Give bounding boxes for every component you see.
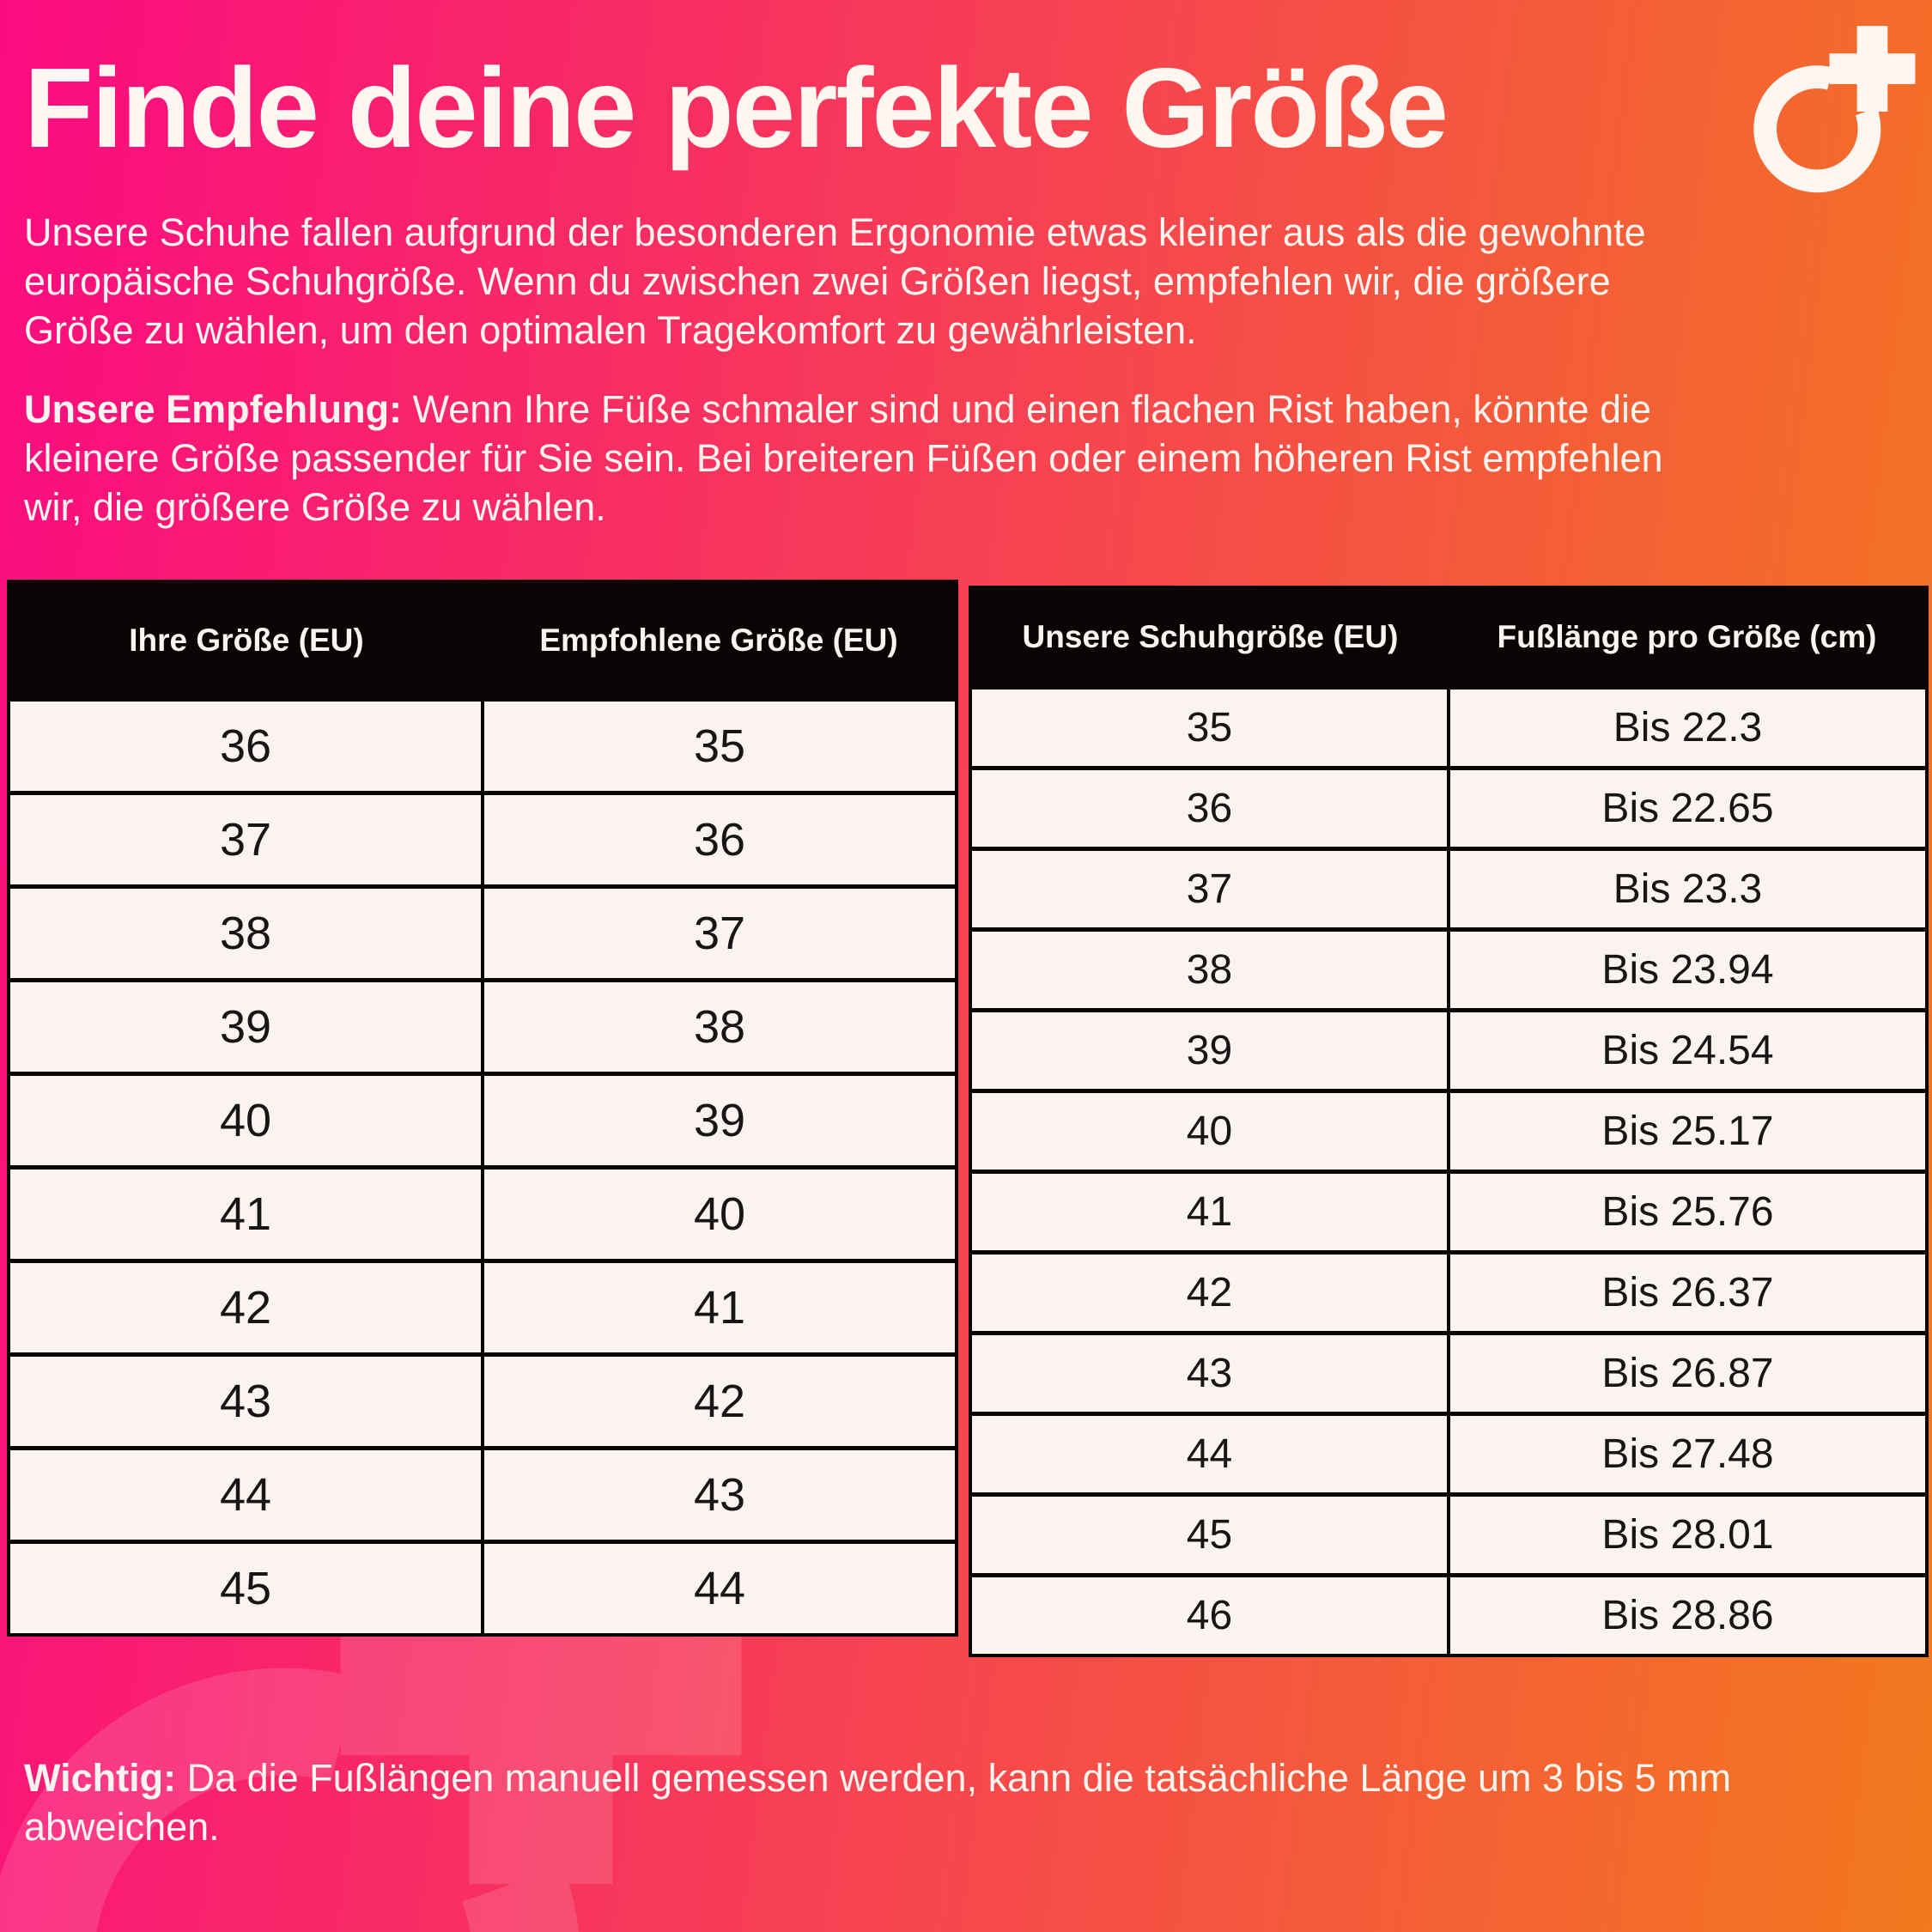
table-row: 37 36 [10, 791, 955, 884]
table-cell: 40 [972, 1093, 1450, 1170]
table-cell: 38 [10, 889, 484, 978]
table-cell: 39 [10, 982, 484, 1072]
table-header-cell: Unsere Schuhgröße (EU) [1022, 619, 1399, 654]
intro-text: Unsere Schuhe fallen aufgrund der besond… [24, 208, 1646, 355]
table-header-cell: Empfohlene Größe (EU) [539, 622, 898, 658]
table-cell: 37 [972, 851, 1450, 927]
table-row: 42 41 [10, 1259, 955, 1352]
size-conversion-table: Ihre Größe (EU) Empfohlene Größe (EU) 36… [7, 580, 958, 1637]
table-cell: 36 [972, 770, 1450, 847]
table-row: 37 Bis 23.3 [972, 847, 1925, 927]
table-row: 41 40 [10, 1165, 955, 1259]
table-cell: 46 [972, 1577, 1450, 1654]
table-cell: 43 [10, 1357, 484, 1446]
recommendation-line: Unsere Empfehlung: Wenn Ihre Füße schmal… [24, 387, 1652, 431]
table-cell: 37 [693, 908, 746, 959]
table-cell: 43 [693, 1469, 746, 1521]
table-cell: Bis 28.01 [1601, 1512, 1774, 1558]
table-cell: 39 [693, 1095, 746, 1146]
table-cell: 35 [972, 690, 1450, 766]
table-cell: 36 [693, 814, 746, 866]
recommendation-label: Unsere Empfehlung: [24, 387, 403, 431]
page-title: Finde deine perfekte Größe [24, 45, 1449, 171]
table-cell: 40 [10, 1076, 484, 1165]
brand-logo-o-plus-icon [1753, 26, 1916, 193]
table-row: 41 Bis 25.76 [972, 1170, 1925, 1250]
table-cell: 42 [693, 1376, 746, 1427]
table-row: 38 37 [10, 884, 955, 978]
table-row: 44 Bis 27.48 [972, 1412, 1925, 1492]
foot-length-table: Unsere Schuhgröße (EU) Fußlänge pro Größ… [969, 586, 1929, 1657]
table-cell: Bis 23.94 [1601, 947, 1774, 993]
table-row: 43 42 [10, 1352, 955, 1446]
table-row: 42 Bis 26.37 [972, 1250, 1925, 1331]
footnote-line: abweichen. [24, 1805, 220, 1849]
table-row: 39 38 [10, 978, 955, 1072]
table-cell: 41 [10, 1170, 484, 1259]
table-row: 43 Bis 26.87 [972, 1331, 1925, 1412]
table-cell: Bis 23.3 [1613, 866, 1763, 912]
table-cell: 35 [693, 720, 746, 772]
table-row: 39 Bis 24.54 [972, 1008, 1925, 1089]
table-header-cell: Ihre Größe (EU) [129, 622, 364, 658]
size-conversion-table-header: Ihre Größe (EU) Empfohlene Größe (EU) [10, 583, 955, 697]
foot-length-table-header: Unsere Schuhgröße (EU) Fußlänge pro Größ… [972, 589, 1925, 685]
table-cell: 44 [693, 1563, 746, 1614]
table-cell: 44 [972, 1416, 1450, 1492]
table-cell: 45 [972, 1497, 1450, 1573]
table-row: 38 Bis 23.94 [972, 927, 1925, 1008]
recommendation-text: Unsere Empfehlung: Wenn Ihre Füße schmal… [24, 385, 1663, 532]
footnote-text: Wichtig: Da die Fußlängen manuell gemess… [24, 1753, 1731, 1851]
table-cell: Bis 27.48 [1601, 1431, 1774, 1477]
table-cell: 37 [10, 795, 484, 884]
table-cell: Bis 24.54 [1601, 1028, 1774, 1073]
table-row: 35 Bis 22.3 [972, 685, 1925, 766]
table-cell: 38 [972, 932, 1450, 1008]
table-cell: 42 [972, 1255, 1450, 1331]
table-cell: 41 [972, 1174, 1450, 1250]
table-row: 36 Bis 22.65 [972, 766, 1925, 847]
footnote-line: Wichtig: Da die Fußlängen manuell gemess… [24, 1756, 1732, 1800]
table-cell: 36 [10, 702, 484, 791]
table-header-cell: Fußlänge pro Größe (cm) [1497, 619, 1877, 654]
table-cell: 44 [10, 1450, 484, 1540]
table-row: 44 43 [10, 1446, 955, 1540]
table-cell: 40 [693, 1188, 746, 1240]
table-row: 40 39 [10, 1072, 955, 1165]
table-cell: Bis 26.37 [1601, 1270, 1774, 1315]
table-cell: Bis 26.87 [1601, 1351, 1774, 1396]
table-cell: 43 [972, 1335, 1450, 1412]
intro-line: europäische Schuhgröße. Wenn du zwischen… [24, 259, 1611, 303]
table-cell: Bis 22.3 [1613, 705, 1763, 750]
table-cell: Bis 25.76 [1601, 1189, 1774, 1235]
table-cell: 45 [10, 1544, 484, 1633]
table-cell: Bis 22.65 [1601, 786, 1774, 831]
table-cell: Bis 25.17 [1601, 1109, 1774, 1154]
table-row: 40 Bis 25.17 [972, 1089, 1925, 1170]
table-cell: 42 [10, 1263, 484, 1352]
table-cell: Bis 28.86 [1601, 1593, 1774, 1638]
table-cell: 39 [972, 1012, 1450, 1089]
recommendation-line: kleinere Größe passender für Sie sein. B… [24, 436, 1663, 480]
table-cell: 41 [693, 1282, 746, 1334]
table-row: 45 Bis 28.01 [972, 1492, 1925, 1573]
recommendation-line: wir, die größere Größe zu wählen. [24, 485, 606, 529]
table-row: 45 44 [10, 1540, 955, 1633]
intro-line: Größe zu wählen, um den optimalen Tragek… [24, 308, 1197, 352]
footnote-label: Wichtig: [24, 1756, 177, 1800]
table-row: 46 Bis 28.86 [972, 1573, 1925, 1654]
intro-line: Unsere Schuhe fallen aufgrund der besond… [24, 210, 1646, 254]
table-cell: 38 [693, 1001, 746, 1053]
table-row: 36 35 [10, 697, 955, 791]
